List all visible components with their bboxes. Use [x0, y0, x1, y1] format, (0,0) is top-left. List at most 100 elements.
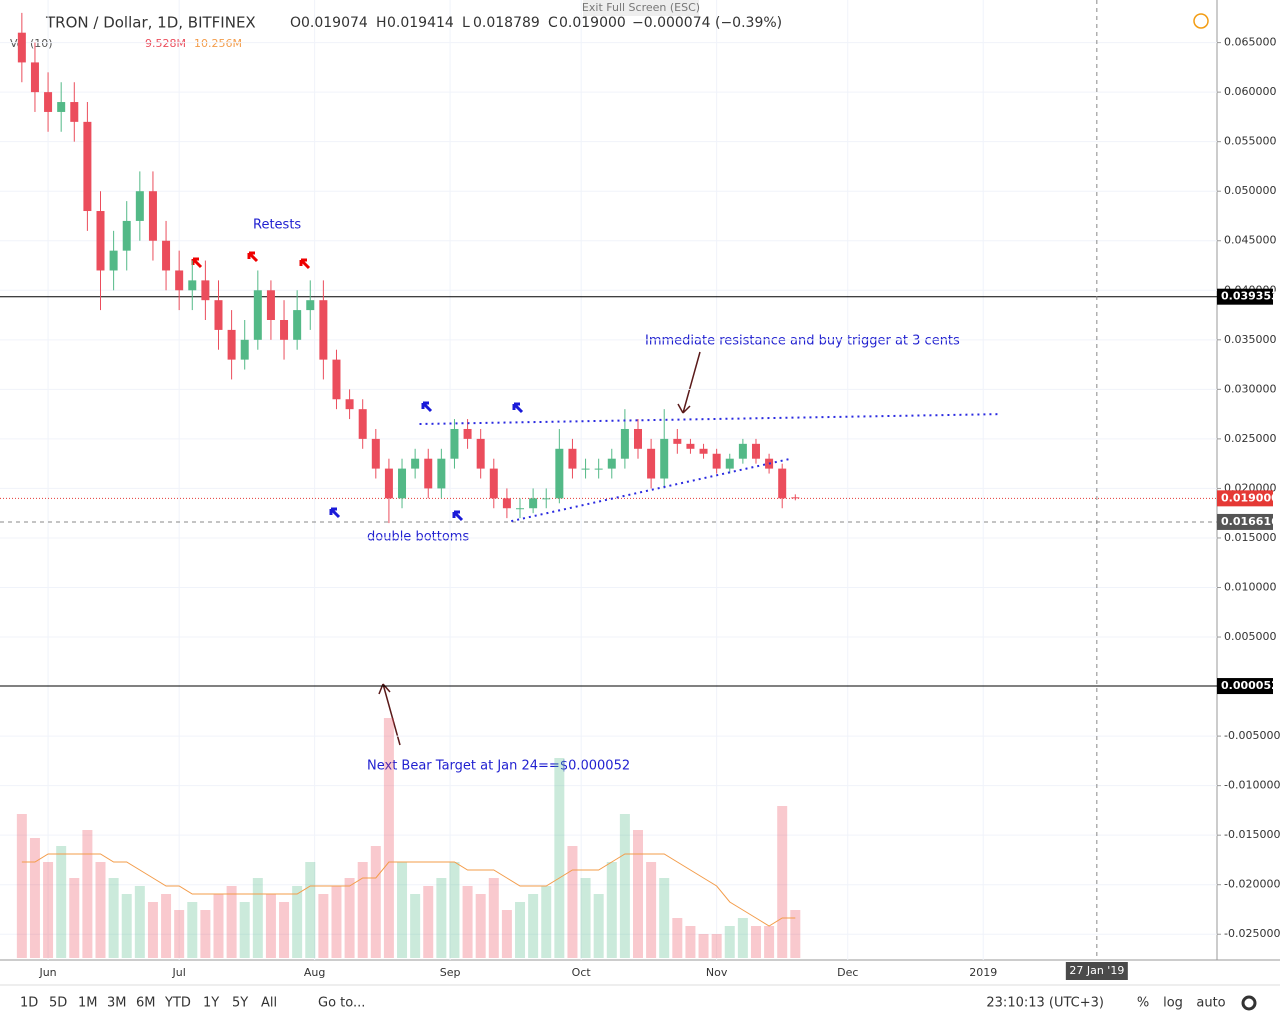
- volume-bar: [265, 894, 276, 958]
- date-label: 27 Jan '19: [1069, 964, 1124, 977]
- x-tick-label: Aug: [304, 966, 325, 979]
- range-button[interactable]: 3M: [107, 996, 127, 1011]
- y-tick-label: -0.025000: [1224, 927, 1280, 940]
- brown-arrows: [378, 351, 701, 746]
- candle-body: [725, 458, 734, 469]
- volume-bar: [410, 894, 421, 958]
- volume-bar: [239, 902, 250, 958]
- candle-body: [633, 428, 642, 449]
- candle-body: [738, 443, 747, 459]
- volume-bar: [43, 862, 54, 958]
- range-button[interactable]: 5D: [49, 996, 67, 1011]
- y-tick-label: -0.020000: [1224, 878, 1280, 891]
- candle-body: [411, 458, 420, 469]
- ohlc-value: 0.019074: [301, 15, 368, 31]
- range-button[interactable]: 1D: [20, 996, 38, 1011]
- volume-name: Vol (10): [10, 37, 53, 50]
- range-button[interactable]: 1M: [78, 996, 98, 1011]
- candle-body: [319, 300, 328, 360]
- volume-bar: [29, 838, 40, 958]
- ohlc-key: L: [462, 15, 470, 31]
- candle-body: [148, 191, 157, 241]
- price-label: 0.019000: [1221, 491, 1279, 504]
- goto-button[interactable]: Go to...: [318, 996, 365, 1011]
- volume-bar: [554, 758, 565, 958]
- volume-bar: [69, 878, 80, 958]
- candle-body: [594, 468, 603, 470]
- volume-bar: [344, 878, 355, 958]
- candle-body: [542, 498, 551, 500]
- volume-bar: [108, 878, 119, 958]
- candle-body: [162, 240, 171, 271]
- x-tick-label: Jun: [38, 966, 56, 979]
- candle-body: [424, 458, 433, 489]
- volume-bar: [318, 894, 329, 958]
- alert-icon[interactable]: [1193, 13, 1209, 29]
- settings-icon[interactable]: [1241, 995, 1257, 1011]
- candle-body: [502, 498, 511, 509]
- toolbar-button[interactable]: log: [1163, 996, 1183, 1011]
- candle-body: [516, 508, 525, 510]
- ohlc-key: O: [290, 15, 301, 31]
- toolbar-button[interactable]: auto: [1196, 996, 1225, 1011]
- volume-bar: [764, 926, 775, 958]
- y-tick-label: -0.005000: [1224, 729, 1280, 742]
- range-button[interactable]: 5Y: [232, 996, 248, 1011]
- candle-body: [266, 290, 275, 320]
- chart-title: TRON / Dollar, 1D, BITFINEX: [45, 14, 256, 32]
- candle-body: [30, 62, 39, 93]
- candle-body: [568, 448, 577, 469]
- volume-bar: [737, 918, 748, 958]
- exit-button-bg[interactable]: [583, 0, 699, 16]
- candle-body: [673, 438, 682, 444]
- volume-bar: [16, 814, 27, 958]
- volume-bar: [790, 910, 801, 958]
- volume-bar: [370, 846, 381, 958]
- volume-bar: [777, 806, 788, 958]
- candle-body: [384, 468, 393, 499]
- volume-bar: [56, 846, 67, 958]
- candle-body: [620, 428, 629, 459]
- price-label: 0.000052: [1221, 679, 1279, 692]
- volume-bar: [436, 878, 447, 958]
- candle-body: [489, 468, 498, 499]
- trendline: [419, 413, 1001, 426]
- range-button[interactable]: All: [261, 996, 277, 1011]
- volume-bar: [672, 918, 683, 958]
- candle-body: [175, 270, 184, 291]
- volume-bar: [711, 934, 722, 958]
- annotation: Next Bear Target at Jan 24==$0.000052: [367, 759, 630, 774]
- volume-bar: [501, 910, 512, 958]
- y-tick-label: 0.005000: [1224, 630, 1277, 643]
- candle-body: [17, 32, 26, 63]
- candle-body: [201, 280, 210, 301]
- candle-body: [83, 121, 92, 212]
- candle-body: [712, 453, 721, 469]
- volume-bar: [646, 862, 657, 958]
- candle-body: [581, 468, 590, 470]
- volume-bar: [397, 862, 408, 958]
- volume-bar: [331, 886, 342, 958]
- candle-body: [398, 468, 407, 499]
- candle-body: [751, 443, 760, 459]
- y-tick-label: -0.015000: [1224, 828, 1280, 841]
- toolbar-button[interactable]: %: [1137, 996, 1149, 1011]
- blue-arrows: [329, 401, 524, 522]
- x-tick-label: Oct: [572, 966, 592, 979]
- volume-bar: [632, 830, 643, 958]
- y-tick-label: 0.010000: [1224, 580, 1277, 593]
- x-tick-label: Jul: [172, 966, 186, 979]
- range-button[interactable]: YTD: [164, 996, 191, 1011]
- range-button[interactable]: 6M: [136, 996, 156, 1011]
- candle-body: [70, 102, 79, 122]
- candle-body: [463, 428, 472, 439]
- price-label-bg: [1217, 288, 1273, 305]
- candle-body: [280, 320, 289, 340]
- volume-bar: [213, 894, 224, 958]
- range-button[interactable]: 1Y: [203, 996, 219, 1011]
- ohlc-value: 0.019000: [559, 15, 626, 31]
- exit-button[interactable]: Exit Full Screen (ESC): [582, 1, 700, 14]
- candle-body: [791, 497, 800, 499]
- candle-body: [227, 329, 236, 360]
